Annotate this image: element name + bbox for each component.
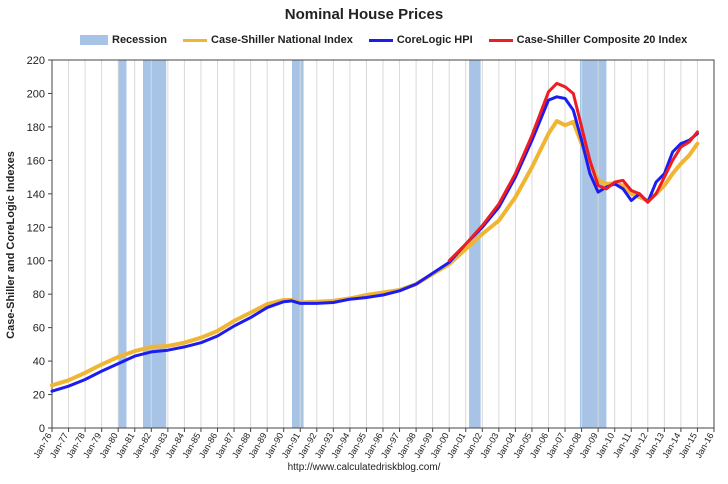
legend-swatch-series-1 [368,38,393,42]
y-tick-label-3: 60 [33,323,45,335]
y-tick-label-6: 120 [27,222,45,234]
series-line-2 [447,81,699,263]
plot-frame [51,59,715,429]
legend-label-series-2: Case-Shiller Composite 20 Index [516,34,688,46]
recession-band-4 [579,60,607,428]
recession-band-3 [469,60,481,428]
legend-item-recession: Recession [80,34,167,46]
chart-title: Nominal House Prices [284,6,444,23]
legend-item-series-2: Case-Shiller Composite 20 Index [488,34,688,46]
y-tick-label-4: 80 [33,289,45,301]
recession-band-0 [118,60,127,428]
y-tick-label-10: 200 [27,88,45,100]
recession-band-1 [143,60,167,428]
y-tick-label-2: 40 [33,356,45,368]
y-tick-label-5: 100 [27,256,45,268]
source-note: http://www.calculatedriskblog.com/ [287,462,441,473]
y-tick-label-9: 180 [27,122,45,134]
legend-item-series-1: CoreLogic HPI [368,34,473,46]
y-tick-label-0: 0 [39,423,45,435]
series-line-1 [50,95,699,393]
y-tick-label-11: 220 [27,55,45,67]
legend-swatch-series-2 [488,38,513,42]
legend-label-recession: Recession [112,34,168,46]
y-tick-label-7: 140 [27,189,45,201]
y-tick-label-8: 160 [27,155,45,167]
y-tick-label-1: 20 [33,390,45,402]
legend-item-series-0: Case-Shiller National Index [183,34,353,46]
legend: Recession Case-Shiller National Index Co… [80,32,703,48]
recession-band-2 [291,60,304,428]
legend-swatch-series-0 [183,38,208,42]
legend-label-series-1: CoreLogic HPI [396,34,473,46]
legend-label-series-0: Case-Shiller National Index [211,34,353,46]
legend-swatch-recession [80,35,108,45]
